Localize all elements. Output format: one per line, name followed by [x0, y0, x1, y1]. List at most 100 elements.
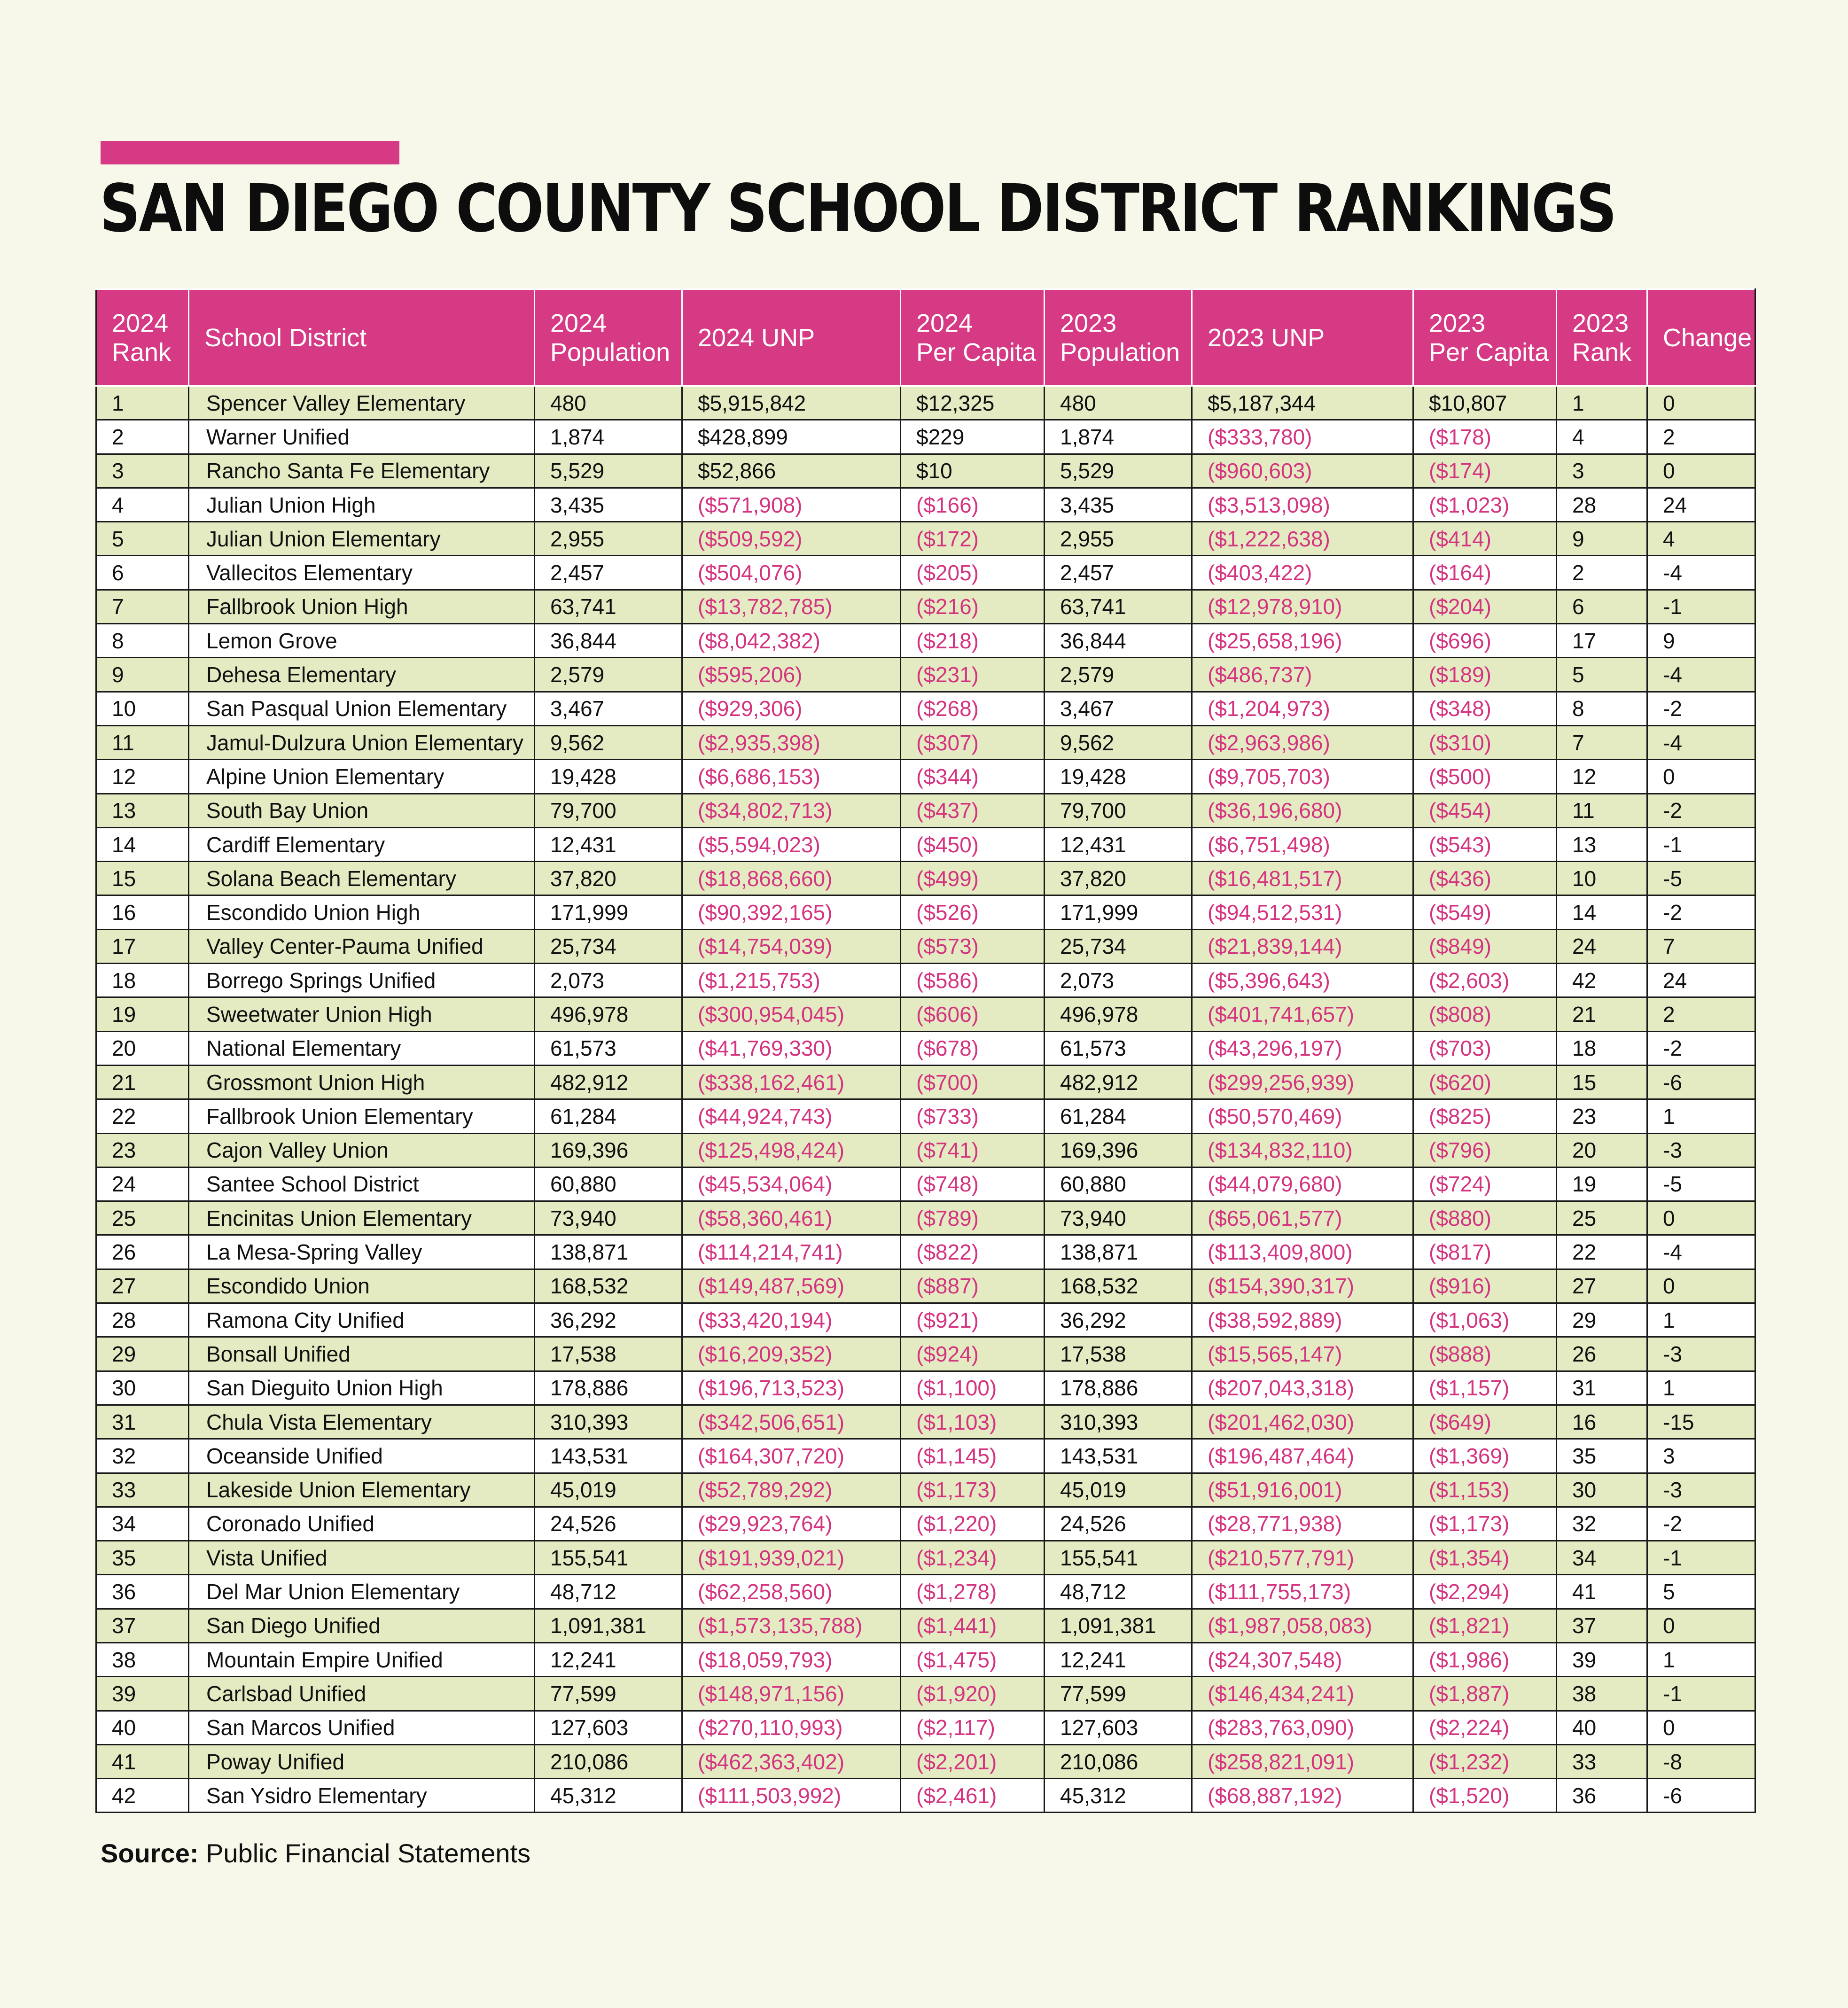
population-2024-cell: 37,820 [534, 861, 683, 896]
population-2023-cell: 73,940 [1044, 1200, 1193, 1236]
unp-2023-cell: ($44,079,680) [1191, 1166, 1414, 1202]
district-name-cell: Encinitas Union Elementary [188, 1200, 535, 1236]
header-school-district: School District [188, 288, 535, 387]
district-name-cell: National Elementary [188, 1030, 535, 1066]
population-2024-cell: 3,435 [534, 487, 683, 523]
table-row: 23 Cajon Valley Union 169,396 ($125,498,424… [95, 1132, 1756, 1168]
per-capita-2024-cell: ($1,173) [900, 1472, 1045, 1508]
table-row: 26 La Mesa-Spring Valley 138,871 ($114,214,… [95, 1234, 1756, 1270]
population-2023-cell: 2,457 [1044, 555, 1193, 591]
change-cell: 4 [1646, 521, 1756, 557]
rank-2023-cell: 25 [1556, 1200, 1648, 1236]
unp-2024-cell: ($191,939,021) [681, 1540, 901, 1576]
table-row: 38 Mountain Empire Unified 12,241 ($18,059,… [95, 1642, 1756, 1678]
per-capita-2024-cell: ($2,117) [900, 1710, 1045, 1745]
table-row: 41 Poway Unified 210,086 ($462,363,402) ($2,… [95, 1743, 1756, 1780]
source-note: Source: Public Financial Statements [101, 1837, 530, 1870]
unp-2023-cell: ($403,422) [1191, 555, 1414, 591]
population-2024-cell: 1,874 [534, 419, 683, 455]
population-2023-cell: 143,531 [1044, 1438, 1193, 1474]
per-capita-2023-cell: ($1,369) [1412, 1438, 1557, 1474]
population-2024-cell: 1,091,381 [534, 1608, 683, 1643]
table-row: 31 Chula Vista Elementary 310,393 ($342,506… [95, 1404, 1756, 1440]
rank-2024-cell: 15 [95, 861, 189, 896]
population-2023-cell: 127,603 [1044, 1710, 1193, 1745]
per-capita-2023-cell: ($1,520) [1412, 1778, 1557, 1813]
unp-2023-cell: ($210,577,791) [1191, 1540, 1414, 1576]
unp-2024-cell: ($33,420,194) [681, 1302, 901, 1338]
unp-2024-cell: ($44,924,743) [681, 1098, 901, 1134]
unp-2023-cell: ($283,763,090) [1191, 1710, 1414, 1745]
rank-2023-cell: 33 [1556, 1743, 1648, 1780]
per-capita-2024-cell: ($2,201) [900, 1743, 1045, 1780]
district-name-cell: Carlsbad Unified [188, 1676, 535, 1712]
per-capita-2023-cell: ($796) [1412, 1132, 1557, 1168]
rank-2023-cell: 24 [1556, 928, 1648, 965]
rank-2023-cell: 35 [1556, 1438, 1648, 1474]
population-2023-cell: 171,999 [1044, 895, 1193, 930]
header-2024-population: 2024 Population [534, 288, 683, 387]
table-row: 7 Fallbrook Union High 63,741 ($13,782,785)… [95, 589, 1756, 625]
change-cell: -4 [1646, 724, 1756, 761]
population-2023-cell: 79,700 [1044, 793, 1193, 828]
population-2024-cell: 24,526 [534, 1506, 683, 1542]
population-2023-cell: 60,880 [1044, 1166, 1193, 1202]
unp-2023-cell: ($111,755,173) [1191, 1574, 1414, 1610]
unp-2024-cell: ($1,573,135,788) [681, 1608, 901, 1643]
change-cell: 1 [1646, 1642, 1756, 1678]
change-cell: -2 [1646, 793, 1756, 828]
header-line: 2024 [112, 309, 169, 337]
rank-2024-cell: 20 [95, 1030, 189, 1066]
population-2023-cell: 480 [1044, 385, 1193, 421]
per-capita-2024-cell: ($1,441) [900, 1608, 1045, 1643]
rank-2023-cell: 1 [1556, 385, 1648, 421]
table-row: 9 Dehesa Elementary 2,579 ($595,206) ($231) 2… [95, 657, 1756, 693]
population-2023-cell: 24,526 [1044, 1506, 1193, 1542]
rank-2024-cell: 35 [95, 1540, 189, 1576]
rank-2024-cell: 32 [95, 1438, 189, 1474]
population-2023-cell: 2,579 [1044, 657, 1193, 693]
unp-2024-cell: ($41,769,330) [681, 1030, 901, 1066]
rank-2024-cell: 29 [95, 1336, 189, 1372]
population-2024-cell: 61,573 [534, 1030, 683, 1066]
unp-2023-cell: ($68,887,192) [1191, 1778, 1414, 1813]
per-capita-2024-cell: ($218) [900, 623, 1045, 659]
rank-2023-cell: 6 [1556, 589, 1648, 625]
district-name-cell: Escondido Union [188, 1268, 535, 1304]
district-name-cell: Solana Beach Elementary [188, 861, 535, 896]
unp-2024-cell: ($13,782,785) [681, 589, 901, 625]
change-cell: 0 [1646, 385, 1756, 421]
unp-2024-cell: ($149,487,569) [681, 1268, 901, 1304]
table-row: 37 San Diego Unified 1,091,381 ($1,573,135,… [95, 1608, 1756, 1643]
population-2023-cell: 496,978 [1044, 996, 1193, 1032]
population-2024-cell: 127,603 [534, 1710, 683, 1745]
header-2024-rank: 2024 Rank [95, 288, 189, 387]
per-capita-2023-cell: ($1,153) [1412, 1472, 1557, 1508]
population-2024-cell: 48,712 [534, 1574, 683, 1610]
per-capita-2024-cell: ($733) [900, 1098, 1045, 1134]
change-cell: 9 [1646, 623, 1756, 659]
rank-2024-cell: 9 [95, 657, 189, 693]
district-name-cell: San Diego Unified [188, 1608, 535, 1643]
rank-2024-cell: 27 [95, 1268, 189, 1304]
per-capita-2024-cell: ($1,145) [900, 1438, 1045, 1474]
per-capita-2024-cell: ($216) [900, 589, 1045, 625]
change-cell: 3 [1646, 1438, 1756, 1474]
table-row: 2 Warner Unified 1,874 $428,899 $229 1,874 ($3… [95, 419, 1756, 455]
population-2023-cell: 5,529 [1044, 453, 1193, 489]
population-2024-cell: 3,467 [534, 691, 683, 726]
unp-2024-cell: $428,899 [681, 419, 901, 455]
header-2023-unp: 2023 UNP [1191, 288, 1414, 387]
population-2023-cell: 19,428 [1044, 759, 1193, 794]
district-name-cell: Del Mar Union Elementary [188, 1574, 535, 1610]
population-2023-cell: 2,955 [1044, 521, 1193, 557]
change-cell: 2 [1646, 996, 1756, 1032]
header-line: 2024 [550, 309, 607, 337]
unp-2023-cell: ($6,751,498) [1191, 826, 1414, 863]
unp-2024-cell: ($16,209,352) [681, 1336, 901, 1372]
per-capita-2024-cell: ($741) [900, 1132, 1045, 1168]
change-cell: -8 [1646, 1743, 1756, 1780]
per-capita-2023-cell: ($916) [1412, 1268, 1557, 1304]
per-capita-2023-cell: ($164) [1412, 555, 1557, 591]
district-name-cell: Cardiff Elementary [188, 826, 535, 863]
